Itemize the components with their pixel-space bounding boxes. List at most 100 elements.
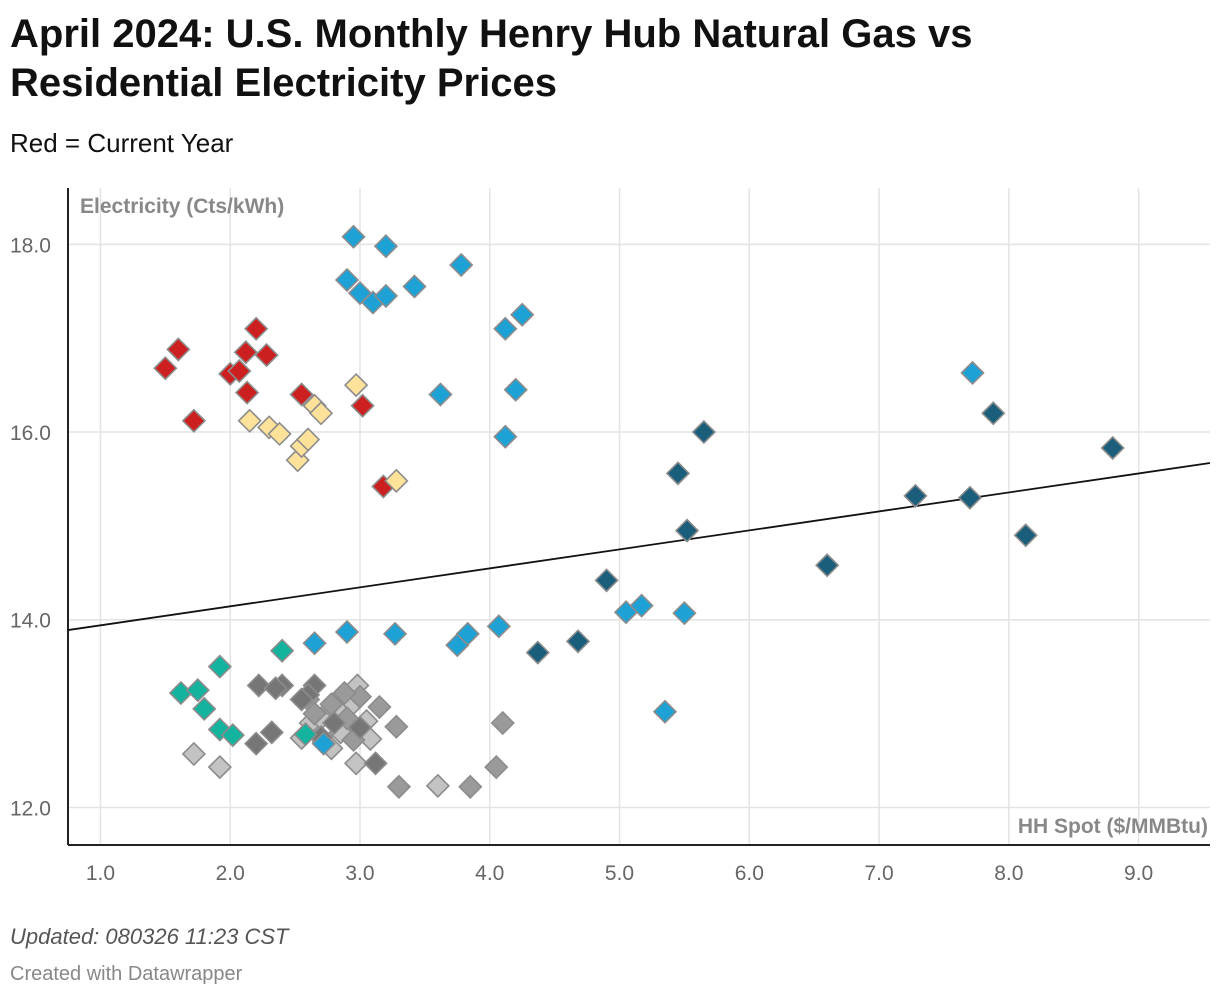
data-point: [484, 754, 509, 780]
data-point: [402, 274, 427, 299]
x-axis-title: HH Spot ($/MMBtu): [1018, 815, 1208, 838]
x-tick-label: 3.0: [345, 862, 374, 885]
data-point: [293, 722, 318, 747]
data-point: [665, 461, 691, 486]
data-point: [334, 267, 360, 293]
data-point: [244, 731, 269, 756]
data-point: [672, 601, 697, 626]
data-point: [233, 340, 258, 365]
data-point: [302, 701, 327, 726]
data-point: [259, 720, 284, 745]
data-point: [343, 751, 369, 776]
data-point: [490, 710, 515, 736]
data-point: [981, 401, 1006, 426]
x-tick-label: 1.0: [86, 862, 115, 885]
data-point: [166, 337, 191, 362]
data-point: [192, 696, 217, 722]
grid: [68, 188, 1210, 845]
data-point: [493, 316, 518, 341]
data-point: [363, 751, 388, 776]
data-point: [493, 424, 518, 449]
data-point: [384, 714, 409, 739]
data-point: [269, 638, 295, 663]
data-point: [903, 483, 928, 508]
axes: 1.0 2.0 3.0 4.0 5.0 6.0 7.0 8.0 9.0 12.0 14.0 16.0 1…: [10, 188, 1210, 885]
x-tick-label: 8.0: [994, 862, 1023, 885]
data-point: [565, 629, 591, 654]
data-point: [510, 302, 535, 327]
data-point: [289, 382, 314, 407]
data-point: [373, 234, 399, 259]
y-tick-label: 14.0: [10, 610, 51, 633]
data-point: [957, 485, 983, 510]
data-point: [227, 358, 252, 384]
data-point: [343, 372, 369, 398]
data-point: [382, 621, 408, 646]
x-tick-label: 4.0: [475, 862, 504, 885]
data-point: [234, 380, 260, 405]
x-tick-label: 9.0: [1124, 862, 1153, 885]
chart-title: April 2024: U.S. Monthly Henry Hub Natur…: [10, 12, 973, 105]
data-point: [311, 731, 336, 756]
chart-subtitle: Red = Current Year: [10, 128, 234, 158]
data-point: [321, 710, 347, 736]
data-point: [341, 224, 366, 249]
data-point: [367, 694, 392, 720]
data-point: [373, 283, 399, 309]
data-point: [455, 621, 480, 646]
data-point: [334, 619, 360, 645]
y-tick-label: 16.0: [10, 422, 51, 445]
y-axis-title: Electricity (Cts/kWh): [80, 195, 284, 218]
data-point: [185, 678, 210, 703]
data-point: [263, 676, 288, 701]
data-point: [302, 631, 327, 656]
update-note: Updated: 080326 11:23 CST: [10, 924, 289, 949]
data-point: [525, 640, 550, 665]
data-point: [425, 773, 450, 799]
data-point: [486, 614, 511, 639]
data-point: [674, 518, 700, 543]
trendline-group: [67, 462, 1211, 631]
data-point: [350, 393, 375, 418]
data-point: [960, 360, 985, 386]
credit-line: Created with Datawrapper: [10, 963, 243, 985]
x-tick-label: 7.0: [864, 862, 893, 885]
data-point: [220, 723, 245, 748]
data-point: [1100, 435, 1125, 461]
data-point: [246, 673, 271, 698]
data-point: [332, 680, 357, 706]
x-tick-label: 5.0: [605, 862, 634, 885]
data-point: [295, 427, 321, 452]
data-point: [449, 252, 474, 278]
x-tick-label: 2.0: [216, 862, 245, 885]
y-tick-label: 12.0: [10, 797, 51, 820]
data-point: [244, 316, 269, 341]
trendline: [67, 462, 1211, 631]
data-point: [691, 419, 717, 445]
scatter-chart: 1.0 2.0 3.0 4.0 5.0 6.0 7.0 8.0 9.0 12.0 14.0 16.0 1…: [10, 188, 1211, 885]
data-point: [289, 687, 314, 712]
data-point: [384, 468, 409, 493]
data-point: [207, 654, 232, 679]
data-point: [652, 699, 678, 724]
data-point: [308, 401, 334, 426]
data-point: [237, 408, 262, 433]
data-point: [254, 342, 279, 368]
data-point: [153, 356, 178, 381]
data-point: [257, 415, 282, 440]
data-point: [1013, 523, 1038, 548]
data-point: [347, 715, 373, 740]
data-point: [181, 408, 207, 433]
points: [153, 224, 1125, 799]
x-tick-label: 6.0: [735, 862, 764, 885]
data-point: [503, 377, 528, 402]
data-point: [458, 774, 483, 799]
y-tick-label: 18.0: [10, 234, 51, 257]
data-point: [594, 568, 619, 593]
data-point: [386, 774, 412, 799]
data-point: [181, 741, 207, 767]
data-point: [267, 421, 292, 447]
data-point: [428, 382, 453, 407]
data-point: [815, 553, 840, 578]
data-point: [207, 754, 232, 780]
